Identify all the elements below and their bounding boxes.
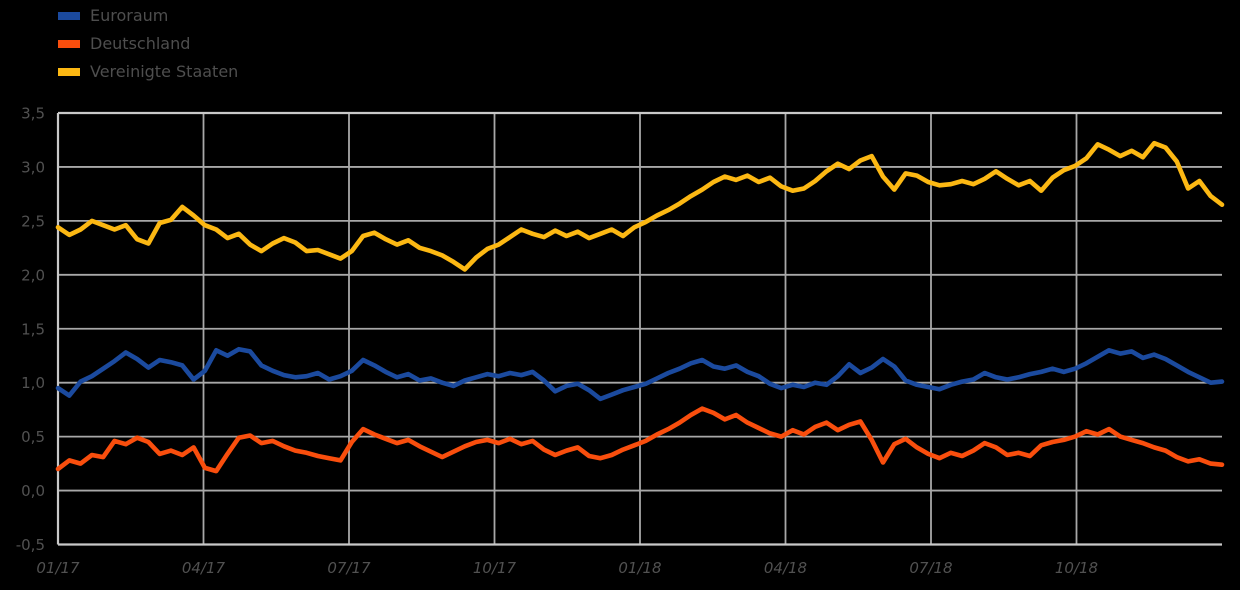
x-tick-label: 10/17 (473, 559, 517, 577)
x-tick-label: 07/18 (909, 559, 952, 577)
x-tick-label: 01/17 (36, 559, 80, 577)
series-line-vereinigte-staaten (55, 140, 1225, 272)
legend-label-vereinigte-staaten: Vereinigte Staaten (90, 62, 239, 81)
y-tick-label: 2,5 (21, 212, 45, 230)
legend-label-euroraum: Euroraum (90, 6, 169, 25)
legend-item-euroraum: Euroraum (58, 2, 238, 30)
y-tick-label: 3,5 (21, 105, 45, 123)
legend-swatch-deutschland (58, 40, 80, 48)
y-tick-label: 2,0 (21, 266, 45, 284)
legend-item-deutschland: Deutschland (58, 30, 238, 58)
y-tick-label: 1,0 (21, 374, 45, 392)
y-tick-label: 3,0 (21, 158, 45, 176)
x-tick-label: 07/17 (327, 559, 371, 577)
y-tick-label: 0,0 (21, 482, 45, 500)
legend-label-deutschland: Deutschland (90, 34, 191, 53)
x-tick-label: 10/18 (1055, 559, 1098, 577)
x-tick-label: 04/18 (764, 559, 807, 577)
y-tick-label: 1,5 (21, 320, 45, 338)
x-tick-label: 04/17 (182, 559, 226, 577)
legend-swatch-vereinigte-staaten (58, 68, 80, 76)
series-line-deutschland (55, 406, 1225, 474)
legend: Euroraum Deutschland Vereinigte Staaten (58, 2, 238, 86)
x-tick-label: 01/18 (618, 559, 661, 577)
y-tick-label: -0,5 (16, 536, 45, 554)
legend-item-vereinigte-staaten: Vereinigte Staaten (58, 58, 238, 86)
y-tick-label: 0,5 (21, 428, 45, 446)
series-line-euroraum (55, 346, 1225, 402)
legend-swatch-euroraum (58, 12, 80, 20)
